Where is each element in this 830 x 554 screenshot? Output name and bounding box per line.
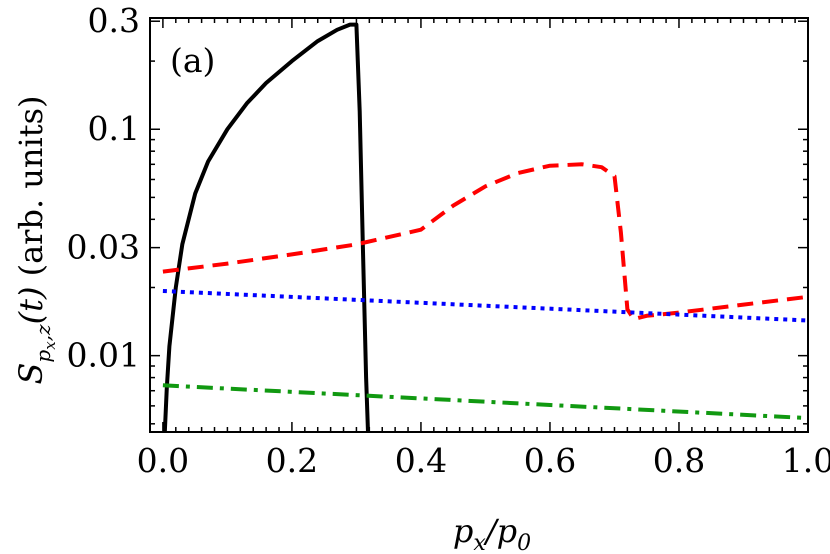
y-axis-title: Spx,z(t) (arb. units) [12,95,59,384]
x-tick-label: 0.2 [266,441,318,480]
series-layer [162,22,809,433]
y-tick-label: 0.1 [88,109,140,148]
x-tick-label: 0.0 [137,441,189,480]
series-dotted-blue [162,289,809,323]
x-tick-label: 0.6 [524,441,576,480]
series-solid-black [162,22,370,433]
series-dashed-red [162,162,809,322]
y-tick-label: 0.3 [88,1,140,40]
panel-label: (a) [170,41,215,80]
tick-labels: 0.0 0.2 0.4 0.6 0.8 1.0 0.01 0.03 0.1 0.3 [67,1,830,480]
y-tick-label: 0.01 [67,336,140,375]
x-tick-label: 1.0 [782,441,830,480]
plot-frame [149,17,809,433]
x-tick-label: 0.8 [653,441,705,480]
x-tick-label: 0.4 [395,441,447,480]
series-dashdot-green [162,383,809,421]
tick-marks [150,18,809,432]
y-tick-label: 0.03 [67,228,140,267]
x-axis-title: px/p0 [453,512,531,554]
